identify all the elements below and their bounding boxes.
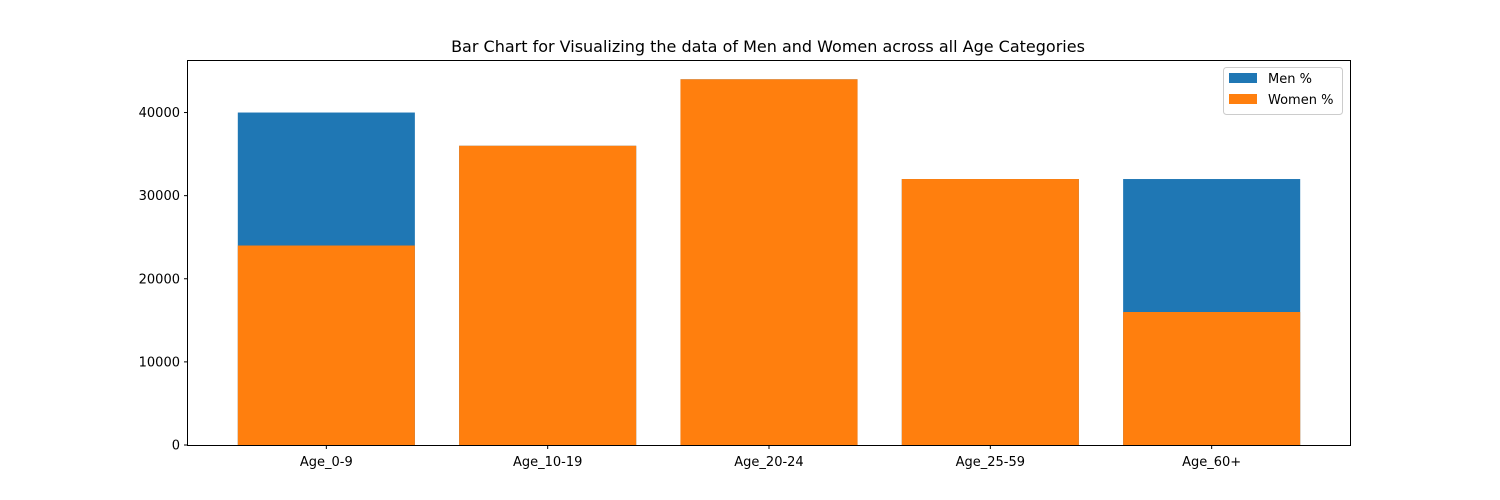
bar-women-0 [237,245,415,445]
bars-group [237,79,1301,445]
x-tick-label: Age_10-19 [513,455,582,470]
bar-women-3 [901,179,1079,445]
y-tick-label: 40000 [139,106,180,121]
bar-women-4 [1123,312,1301,445]
x-tick-label: Age_0-9 [300,455,353,470]
bar-women-2 [680,79,858,445]
legend-label: Women % [1268,93,1333,108]
legend: Men % Women % [1223,67,1343,115]
y-tick-label: 20000 [139,272,180,287]
chart-title: Bar Chart for Visualizing the data of Me… [451,37,1085,56]
y-tick-label: 30000 [139,189,180,204]
x-tick-label: Age_60+ [1182,455,1241,470]
legend-label: Men % [1268,72,1312,87]
x-tick-label: Age_25-59 [956,455,1025,470]
y-tick-label: 0 [172,439,180,454]
y-axis: 0 10000 20000 30000 40000 [139,106,188,454]
x-axis: Age_0-9 Age_10-19 Age_20-24 Age_25-59 Age_60… [300,445,1241,470]
legend-swatch [1229,73,1257,83]
legend-swatch [1229,94,1257,104]
y-tick-label: 10000 [139,355,180,370]
bar-women-1 [459,145,637,445]
x-tick-label: Age_20-24 [734,455,803,470]
